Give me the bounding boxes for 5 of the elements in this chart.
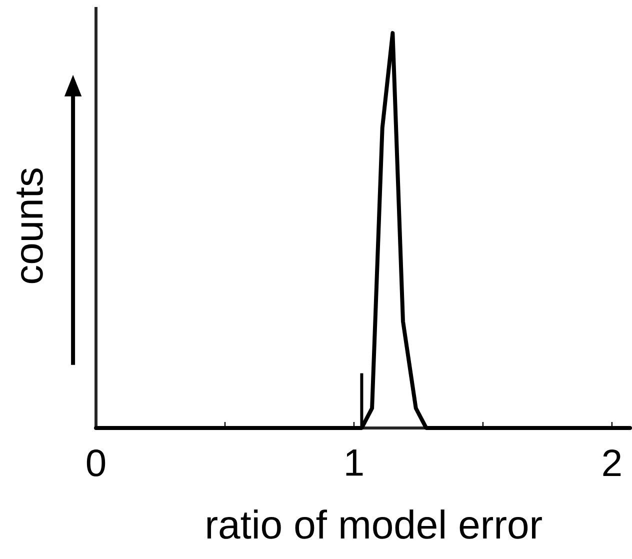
- y-axis-title: counts: [16, 168, 43, 284]
- x-axis-title: ratio of model error: [207, 510, 542, 539]
- x-tick-label: 1: [346, 450, 363, 476]
- x-tick-label: 2: [603, 450, 621, 476]
- x-tick-label: 0: [86, 450, 106, 476]
